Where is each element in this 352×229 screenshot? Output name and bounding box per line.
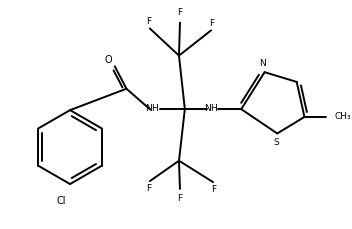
Text: N: N [145, 104, 152, 113]
Text: Cl: Cl [57, 196, 66, 206]
Text: O: O [104, 55, 112, 65]
Text: F: F [177, 8, 183, 17]
Text: F: F [146, 184, 151, 194]
Text: CH₃: CH₃ [335, 112, 351, 121]
Text: H: H [210, 104, 216, 113]
Text: N: N [259, 59, 266, 68]
Text: S: S [274, 138, 279, 147]
Text: F: F [209, 19, 215, 28]
Text: H: H [151, 104, 158, 113]
Text: F: F [146, 17, 151, 26]
Text: N: N [204, 104, 210, 113]
Text: F: F [212, 185, 216, 194]
Text: F: F [177, 194, 183, 203]
